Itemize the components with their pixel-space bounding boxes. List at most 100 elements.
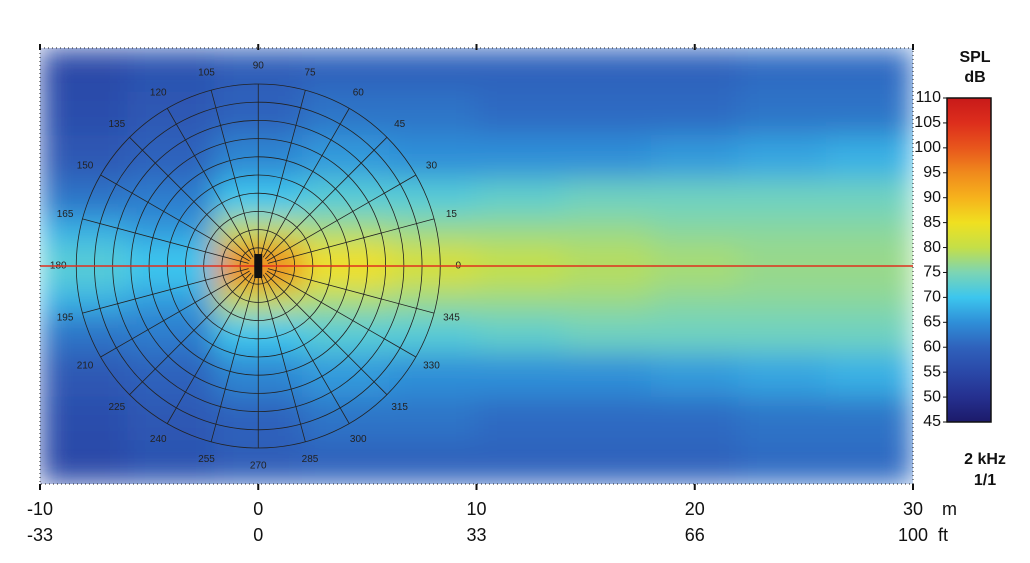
polar-spoke <box>266 174 417 262</box>
heat-cell <box>40 216 128 245</box>
x2-tick-label: 0 <box>253 525 263 545</box>
colorbar-tick-label: 100 <box>914 139 941 156</box>
heat-cell <box>40 48 128 93</box>
polar-label: 15 <box>446 209 458 220</box>
heat-cell <box>389 135 477 180</box>
heat-cell <box>301 135 390 180</box>
heat-cell <box>825 315 913 354</box>
polar-label: 30 <box>426 161 438 172</box>
heat-cell <box>301 440 390 484</box>
heat-cell <box>825 396 913 441</box>
heat-cell <box>476 135 565 180</box>
heat-cell <box>825 48 913 93</box>
heat-cell <box>40 440 128 484</box>
heat-cell <box>563 48 652 93</box>
heat-cell <box>40 135 128 180</box>
x2-tick-label: 66 <box>685 525 705 545</box>
heat-cell <box>301 396 390 441</box>
heat-cell <box>127 396 216 441</box>
heat-cell <box>651 244 739 267</box>
polar-spoke <box>262 274 350 424</box>
polar-spoke <box>266 270 417 358</box>
heat-cell <box>738 440 827 484</box>
polar-label: 315 <box>391 402 408 413</box>
polar-label: 150 <box>77 161 94 172</box>
annotation: 1/1 <box>974 472 996 489</box>
polar-spoke <box>267 268 435 314</box>
polar-label: 45 <box>394 119 406 130</box>
polar-spoke <box>260 275 306 442</box>
heat-cell <box>127 135 216 180</box>
heat-cell <box>651 178 739 218</box>
polar-spoke <box>267 218 435 264</box>
polar-label: 90 <box>253 61 265 72</box>
heat-cell <box>651 266 739 289</box>
heat-cell <box>651 353 739 398</box>
heat-cell <box>738 353 827 398</box>
heat-cell <box>476 440 565 484</box>
polar-label: 75 <box>304 67 316 78</box>
colorbar-unit: dB <box>964 69 985 86</box>
heat-cell <box>563 135 652 180</box>
polar-label: 195 <box>57 312 74 323</box>
heat-cell <box>476 91 565 136</box>
heat-cell <box>127 440 216 484</box>
colorbar-tick-label: 75 <box>923 264 941 281</box>
heat-cell <box>563 91 652 136</box>
heat-cell <box>651 287 739 316</box>
polar-spoke <box>166 274 254 424</box>
heat-cell <box>127 266 216 289</box>
heat-cell <box>40 315 128 354</box>
heat-cell <box>476 178 565 218</box>
heat-cell <box>389 396 477 441</box>
heat-cell <box>651 91 739 136</box>
heat-cell <box>738 178 827 218</box>
colorbar-tick-label: 105 <box>914 114 941 131</box>
heatmap <box>40 48 913 484</box>
x2-tick-label: 100 <box>898 525 928 545</box>
heat-cell <box>651 135 739 180</box>
polar-label: 225 <box>108 402 125 413</box>
heat-cell <box>825 91 913 136</box>
colorbar-tick-label: 70 <box>923 289 941 306</box>
heat-cell <box>563 287 652 316</box>
polar-label: 255 <box>198 454 215 465</box>
polar-spoke <box>265 272 388 395</box>
heat-cell <box>389 287 477 316</box>
colorbar-tick-label: 55 <box>923 363 941 380</box>
heat-cell <box>389 440 477 484</box>
heat-cell <box>40 396 128 441</box>
x-unit: m <box>942 499 957 519</box>
heat-cell <box>738 216 827 245</box>
heat-cell <box>127 48 216 93</box>
x-tick-label: -10 <box>27 499 53 519</box>
polar-spoke <box>82 218 249 264</box>
heat-cell <box>40 353 128 398</box>
source <box>254 254 263 278</box>
polar-label: 270 <box>250 461 267 472</box>
colorbar <box>946 97 992 423</box>
heat-cell <box>825 266 913 289</box>
heat-cell <box>563 266 652 289</box>
polar-label: 285 <box>302 454 319 465</box>
heat-cell <box>40 91 128 136</box>
heat-cell <box>301 244 390 267</box>
heat-cell <box>301 266 390 289</box>
polar-label: 165 <box>57 209 74 220</box>
colorbar-title: SPL <box>959 49 990 66</box>
colorbar-tick-label: 90 <box>923 189 941 206</box>
colorbar-tick-label: 45 <box>923 413 941 430</box>
heat-cell <box>301 353 390 398</box>
polar-spoke <box>210 90 257 257</box>
heat-cell <box>389 91 477 136</box>
heat-cell <box>389 216 477 245</box>
heat-cell <box>389 178 477 218</box>
heat-cell <box>825 353 913 398</box>
polar-spoke <box>100 174 250 262</box>
polar-label: 330 <box>423 361 440 372</box>
heat-cell <box>563 315 652 354</box>
x2-unit: ft <box>938 525 948 545</box>
heat-cell <box>40 266 128 289</box>
heat-cell <box>476 48 565 93</box>
heat-cell <box>127 178 216 218</box>
